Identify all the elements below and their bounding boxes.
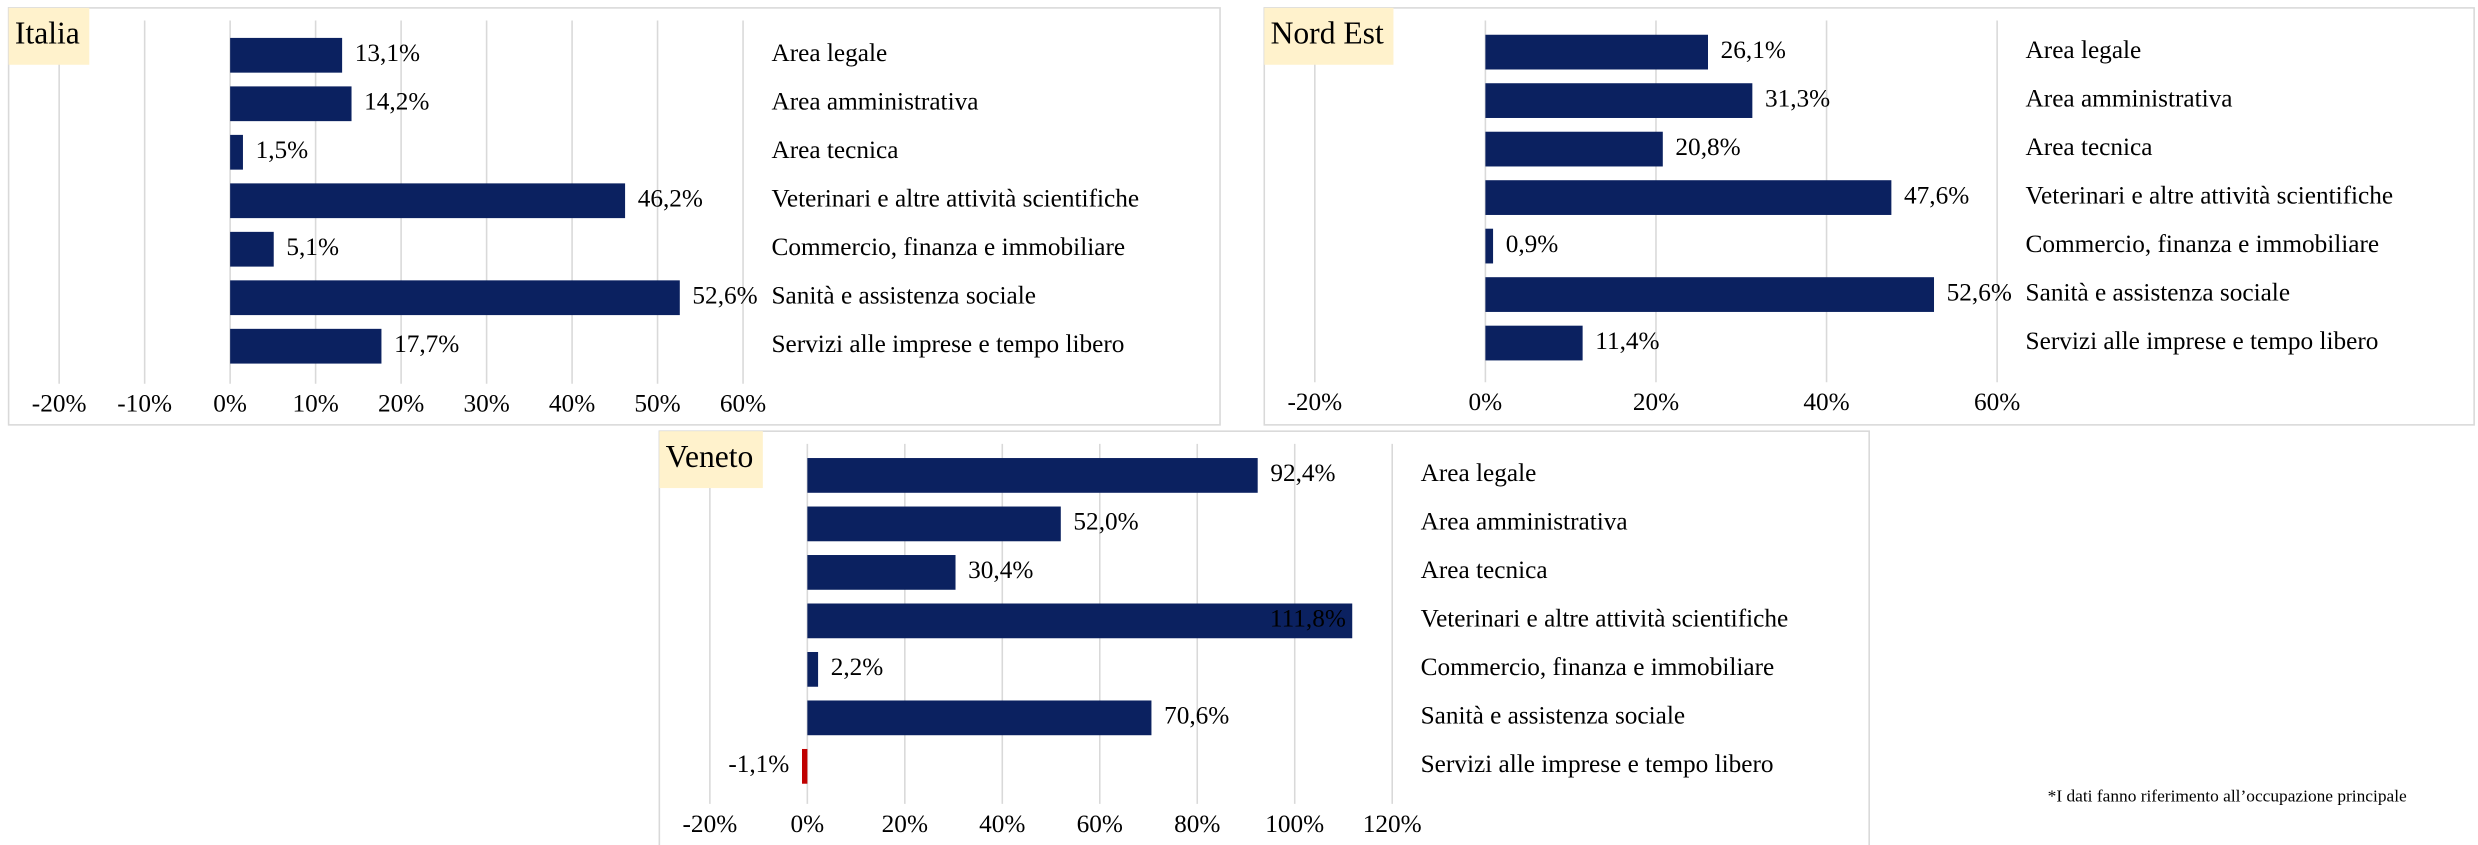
chart-frame — [1263, 7, 2475, 426]
bar — [807, 700, 1152, 736]
data-label: 17,7% — [394, 330, 459, 358]
chart: -20% 0% 20% 40% 60% Nord Est 26,1% Area legale 3… — [1263, 7, 2475, 426]
x-tick-label: 40% — [979, 810, 1025, 838]
category-label: Sanità e assistenza sociale — [771, 282, 1036, 310]
bar — [230, 280, 680, 316]
bar — [230, 86, 352, 122]
chart: -20% -10% 0% 10% 20% 30% 40% 50% 60% Italia 13,1% A… — [7, 7, 1221, 426]
x-tick-label: 0% — [213, 390, 247, 418]
data-label: 2,2% — [831, 653, 884, 681]
bar — [802, 748, 808, 784]
bar — [1485, 277, 1935, 312]
data-label: 46,2% — [638, 185, 703, 213]
x-tick-label: 20% — [882, 810, 928, 838]
data-label: 1,5% — [256, 136, 309, 164]
bar — [807, 603, 1353, 639]
data-label: 111,8% — [1270, 605, 1346, 633]
footnote: *I dati fanno riferimento all’occupazion… — [2048, 787, 2407, 806]
data-label: 52,0% — [1073, 508, 1138, 536]
category-label: Area legale — [2026, 36, 2142, 64]
bar — [230, 134, 243, 170]
category-label: Servizi alle imprese e tempo libero — [2026, 327, 2379, 355]
bar — [1485, 34, 1708, 70]
data-label: 0,9% — [1506, 230, 1559, 258]
title-background — [1264, 7, 1394, 65]
data-label: -1,1% — [728, 750, 789, 778]
x-tick-label: 60% — [1077, 810, 1123, 838]
data-label: 31,3% — [1765, 84, 1830, 112]
category-label: Veterinari e altre attività scientifiche — [1421, 605, 1789, 633]
title-background — [8, 7, 90, 65]
bar — [230, 37, 343, 73]
category-label: Sanità e assistenza sociale — [1421, 702, 1686, 730]
bar — [1485, 228, 1494, 264]
x-tick-label: -10% — [117, 390, 172, 418]
chart: -20% 0% 20% 40% 60% 80% 100% 120% Veneto 92,4% Are… — [658, 430, 1870, 845]
data-label: 92,4% — [1270, 459, 1335, 487]
data-label: 30,4% — [968, 556, 1033, 584]
x-tick-label: 120% — [1363, 810, 1422, 838]
category-label: Area amministrativa — [1421, 508, 1628, 536]
x-tick-label: -20% — [683, 810, 738, 838]
x-tick-label: -20% — [32, 390, 87, 418]
bar — [230, 183, 626, 219]
data-label: 20,8% — [1675, 133, 1740, 161]
x-tick-label: 30% — [463, 390, 509, 418]
category-label: Area legale — [771, 39, 887, 67]
category-label: Commercio, finanza e immobiliare — [771, 233, 1125, 261]
x-tick-label: 40% — [1803, 388, 1849, 416]
data-label: 11,4% — [1595, 327, 1659, 355]
bar — [807, 555, 956, 590]
category-label: Area tecnica — [2026, 133, 2153, 161]
data-label: 13,1% — [355, 39, 420, 67]
data-label: 5,1% — [286, 233, 339, 261]
category-label: Commercio, finanza e immobiliare — [1421, 653, 1775, 681]
bar — [807, 506, 1061, 542]
x-tick-label: 20% — [1633, 388, 1679, 416]
category-label: Area legale — [1421, 459, 1537, 487]
bar — [1485, 83, 1753, 118]
x-tick-label: 20% — [378, 390, 424, 418]
bar — [230, 231, 274, 267]
data-label: 52,6% — [692, 282, 757, 310]
x-tick-label: 10% — [292, 390, 338, 418]
x-tick-label: 60% — [720, 390, 766, 418]
category-label: Area amministrativa — [2026, 84, 2233, 112]
category-label: Area amministrativa — [771, 88, 978, 116]
bar — [1485, 180, 1892, 215]
data-label: 14,2% — [364, 88, 429, 116]
x-tick-label: 40% — [549, 390, 595, 418]
category-label: Area tecnica — [1421, 556, 1548, 584]
category-label: Servizi alle imprese e tempo libero — [1421, 750, 1774, 778]
title-background — [659, 431, 763, 489]
x-tick-label: 100% — [1265, 810, 1324, 838]
category-label: Veterinari e altre attività scientifiche — [771, 185, 1139, 213]
x-tick-label: 80% — [1174, 810, 1220, 838]
chart-title: Veneto — [666, 439, 754, 474]
x-tick-label: 0% — [1469, 388, 1503, 416]
x-tick-label: -20% — [1287, 388, 1342, 416]
bar — [807, 651, 819, 687]
data-label: 26,1% — [1721, 36, 1786, 64]
data-label: 47,6% — [1904, 181, 1969, 209]
bar — [1485, 131, 1663, 167]
bar — [230, 328, 382, 364]
category-label: Area tecnica — [771, 136, 898, 164]
x-tick-label: 0% — [791, 810, 825, 838]
chart-title: Nord Est — [1271, 16, 1384, 51]
x-tick-label: 50% — [634, 390, 680, 418]
data-label: 70,6% — [1164, 702, 1229, 730]
bar — [807, 458, 1258, 493]
category-label: Servizi alle imprese e tempo libero — [771, 330, 1124, 358]
chart-title: Italia — [15, 16, 80, 51]
category-label: Veterinari e altre attività scientifiche — [2026, 181, 2394, 209]
x-tick-label: 60% — [1974, 388, 2020, 416]
bar — [1485, 325, 1583, 361]
data-label: 52,6% — [1947, 278, 2012, 306]
category-label: Sanità e assistenza sociale — [2026, 278, 2291, 306]
category-label: Commercio, finanza e immobiliare — [2026, 230, 2380, 258]
